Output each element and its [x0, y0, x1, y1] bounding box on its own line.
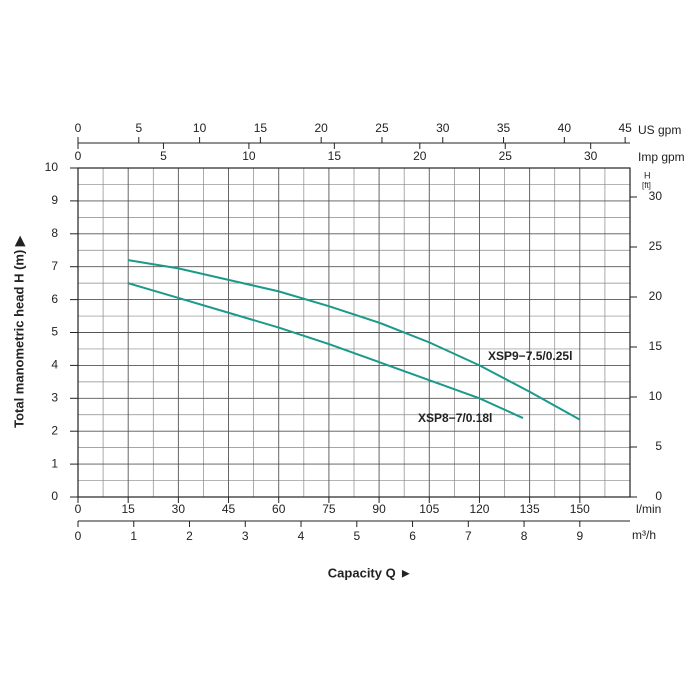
y2-unit: [ft] — [642, 181, 651, 190]
x4-tick-label: 25 — [499, 149, 513, 163]
y-tick-label: 9 — [51, 193, 58, 207]
y-tick-label: 3 — [51, 390, 58, 404]
x-tick-label: 135 — [520, 502, 540, 516]
y-tick-label: 8 — [51, 226, 58, 240]
x3-unit: US gpm — [638, 123, 681, 137]
x4-unit: Imp gpm — [638, 150, 685, 164]
x-tick-label: 30 — [172, 502, 186, 516]
y-axis-label: Total manometric head H (m) ▶ — [11, 235, 26, 428]
series-label: XSP8−7/0.18l — [418, 411, 492, 425]
y2-tick-label: 10 — [649, 389, 663, 403]
x2-unit: m³/h — [632, 528, 656, 542]
y-tick-label: 10 — [45, 160, 59, 174]
y-tick-label: 5 — [51, 325, 58, 339]
x2-tick-label: 0 — [75, 529, 82, 543]
x-tick-label: 150 — [570, 502, 590, 516]
y-tick-label: 0 — [51, 489, 58, 503]
x2-tick-label: 5 — [353, 529, 360, 543]
y2-tick-label: 0 — [655, 489, 662, 503]
x2-tick-label: 7 — [465, 529, 472, 543]
y2-tick-label: 15 — [649, 339, 663, 353]
y-tick-label: 6 — [51, 292, 58, 306]
x4-tick-label: 5 — [160, 149, 167, 163]
x2-tick-label: 3 — [242, 529, 249, 543]
x3-tick-label: 35 — [497, 121, 511, 135]
x3-tick-label: 25 — [375, 121, 389, 135]
x4-tick-label: 10 — [242, 149, 256, 163]
y-tick-label: 4 — [51, 358, 58, 372]
x4-tick-label: 15 — [328, 149, 342, 163]
y-tick-label: 1 — [51, 456, 58, 470]
x4-tick-label: 0 — [75, 149, 82, 163]
x-unit: l/min — [636, 502, 661, 516]
y2-tick-label: 25 — [649, 239, 663, 253]
y2-tick-label: 5 — [655, 439, 662, 453]
x-tick-label: 0 — [75, 502, 82, 516]
x3-tick-label: 5 — [135, 121, 142, 135]
x-tick-label: 105 — [419, 502, 439, 516]
x-tick-label: 90 — [372, 502, 386, 516]
x2-tick-label: 6 — [409, 529, 416, 543]
x2-tick-label: 8 — [521, 529, 528, 543]
x-tick-label: 60 — [272, 502, 286, 516]
x3-tick-label: 15 — [254, 121, 268, 135]
x4-tick-label: 20 — [413, 149, 427, 163]
x3-tick-label: 45 — [618, 121, 632, 135]
x3-tick-label: 30 — [436, 121, 450, 135]
x3-tick-label: 20 — [314, 121, 328, 135]
y2-tick-label: 20 — [649, 289, 663, 303]
y2-tick-label: 30 — [649, 189, 663, 203]
curve — [128, 259, 581, 421]
y-tick-label: 2 — [51, 423, 58, 437]
x3-tick-label: 0 — [75, 121, 82, 135]
curve — [127, 282, 524, 419]
y-tick-label: 7 — [51, 259, 58, 273]
x-axis-title: Capacity Q ► — [328, 565, 412, 580]
x-tick-label: 15 — [122, 502, 136, 516]
x-tick-label: 45 — [222, 502, 236, 516]
x3-tick-label: 10 — [193, 121, 207, 135]
x2-tick-label: 1 — [130, 529, 137, 543]
x4-tick-label: 30 — [584, 149, 598, 163]
series-label: XSP9−7.5/0.25l — [488, 349, 572, 363]
x2-tick-label: 4 — [298, 529, 305, 543]
x3-tick-label: 40 — [558, 121, 572, 135]
x2-tick-label: 9 — [576, 529, 583, 543]
x2-tick-label: 2 — [186, 529, 193, 543]
y2-label: H — [644, 170, 651, 180]
x-tick-label: 120 — [469, 502, 489, 516]
x-tick-label: 75 — [322, 502, 336, 516]
plot-frame — [77, 167, 631, 498]
